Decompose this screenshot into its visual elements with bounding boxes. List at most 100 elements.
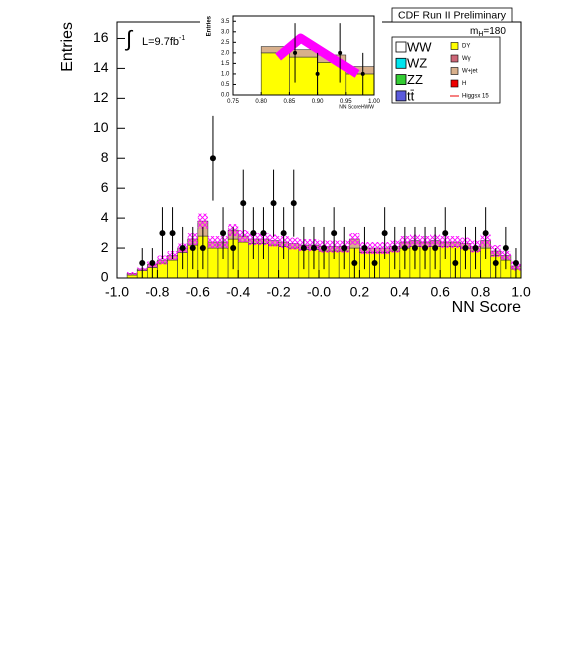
stack-bar — [268, 244, 279, 279]
uncertainty-band — [157, 255, 168, 265]
lumi-label-part: L=9.7fb — [142, 36, 179, 48]
legend-label: WZ — [407, 56, 427, 71]
legend-swatch — [450, 79, 459, 88]
stack-bar — [260, 52, 290, 96]
uncertainty-band — [349, 233, 360, 246]
uncertainty-band — [369, 242, 380, 255]
stack-bar — [157, 262, 168, 279]
x-tick-label: 0.8 — [471, 283, 491, 299]
mass-label: mH=180 — [470, 26, 506, 38]
data-point — [300, 245, 307, 252]
x-tick-label: 0.90 — [312, 99, 324, 105]
legend-label: ZZ — [407, 72, 423, 87]
legend-label: WW — [407, 39, 432, 54]
x-tick-label: 0.95 — [340, 99, 352, 105]
y-tick-label: 2 — [101, 239, 109, 255]
data-point — [209, 155, 216, 162]
y-tick-label: 10 — [93, 119, 109, 135]
x-axis-title: NN Score — [452, 299, 521, 316]
stack-bar — [237, 241, 249, 279]
stack-bar — [167, 259, 178, 279]
x-tick-label: 0.4 — [390, 283, 410, 299]
x-tick-label: -0.0 — [307, 283, 331, 299]
stack-bar — [288, 247, 300, 279]
data-point — [189, 245, 196, 252]
data-point — [240, 200, 247, 207]
data-point — [179, 245, 186, 252]
stack-bar — [345, 73, 375, 96]
data-point — [199, 245, 206, 252]
y-tick-label: 3.0 — [221, 29, 230, 35]
y-axis-title: Entries — [59, 22, 76, 72]
y-tick-label: 3.5 — [221, 19, 230, 25]
legend-swatch — [395, 41, 407, 53]
data-point — [220, 230, 227, 237]
x-tick-label: 1.00 — [368, 99, 380, 105]
legend-swatch — [395, 74, 407, 85]
plot-frame — [232, 15, 375, 96]
uncertainty-band — [450, 236, 461, 249]
x-tick-label: -0.6 — [186, 283, 210, 299]
legend-swatch — [450, 42, 459, 50]
lumi-label: L=9.7fb-1 — [142, 35, 185, 48]
data-point — [169, 230, 176, 237]
legend-label: Wγ — [462, 56, 471, 62]
x-tick-label: 0.80 — [255, 99, 267, 105]
legend-label: Higgsx 15 — [462, 94, 489, 100]
data-point — [482, 230, 489, 237]
data-point — [341, 245, 348, 252]
data-point — [360, 71, 365, 76]
y-tick-label: 6 — [101, 179, 109, 195]
x-axis-title: NN ScoreHWW — [339, 104, 374, 110]
legend-box — [391, 36, 501, 104]
data-point — [411, 245, 418, 252]
mass-label-part: =180 — [483, 26, 506, 37]
data-point — [230, 245, 237, 252]
y-axis-title: Entries — [207, 15, 213, 36]
data-point — [492, 260, 499, 267]
data-point — [270, 200, 277, 207]
mass-label-part: m — [470, 26, 478, 37]
data-point — [452, 260, 459, 267]
x-tick-label: 0.85 — [284, 99, 296, 105]
data-point — [512, 260, 519, 267]
data-point — [250, 230, 257, 237]
data-point — [391, 245, 398, 252]
y-tick-label: 8 — [101, 149, 109, 165]
data-point — [159, 230, 166, 237]
x-tick-label: 0.75 — [227, 99, 239, 105]
legend-swatch — [450, 54, 459, 63]
data-point — [260, 230, 267, 237]
data-point — [315, 71, 320, 76]
data-point — [139, 260, 146, 267]
lumi-label-part: -1 — [179, 35, 185, 42]
uncertainty-band — [207, 236, 218, 249]
x-tick-label: 1.0 — [511, 283, 531, 299]
y-tick-label: 0.0 — [221, 93, 230, 99]
y-tick-label: 0 — [101, 269, 109, 285]
y-tick-label: 0.5 — [221, 82, 230, 88]
legend-label: H — [462, 81, 466, 87]
x-tick-label: 0.2 — [350, 283, 370, 299]
mass-label-part: H — [478, 31, 483, 38]
data-point — [371, 260, 378, 267]
lumi-integral: ∫ — [124, 26, 134, 51]
data-point — [290, 200, 297, 207]
data-point — [338, 50, 343, 55]
y-tick-label: 1.5 — [221, 61, 230, 67]
y-tick-label: 1.0 — [221, 72, 230, 78]
legend-label: W+jet — [462, 69, 478, 75]
data-point — [310, 245, 317, 252]
uncertainty-band — [127, 272, 138, 276]
legend-label: DY — [462, 44, 470, 50]
x-tick-label: 0.6 — [430, 283, 450, 299]
data-point — [321, 245, 328, 252]
data-point — [462, 245, 469, 252]
uncertainty-band — [197, 213, 208, 229]
data-point — [432, 245, 439, 252]
data-point — [442, 230, 449, 237]
stack-bar — [289, 56, 318, 96]
data-point — [502, 245, 509, 252]
data-point — [422, 245, 429, 252]
